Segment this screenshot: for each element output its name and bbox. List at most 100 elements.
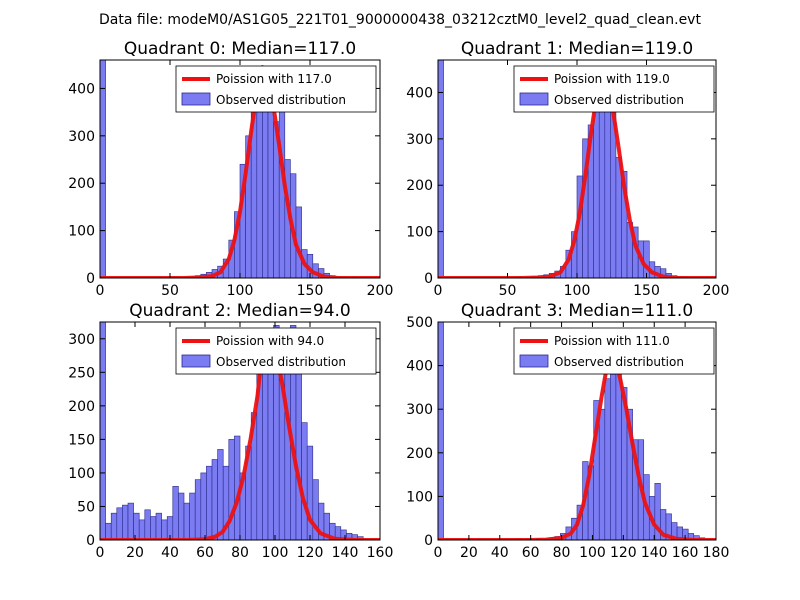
quadrant-3-panel: 0 20 40 60 80 100 120 140 160 1800100200300400500… xyxy=(406,301,729,561)
legend-label-observed: Observed distribution xyxy=(216,355,346,369)
x-tick-label: 160 xyxy=(672,545,699,561)
histogram-bar xyxy=(105,522,112,540)
panel-title: Quadrant 2: Median=94.0 xyxy=(129,301,351,321)
legend-bar-swatch xyxy=(181,354,211,368)
y-tick-label: 50 xyxy=(77,499,95,515)
x-tick-label: 0 xyxy=(434,283,443,299)
y-tick-label: 300 xyxy=(406,132,433,148)
histogram-bar xyxy=(161,519,168,540)
histogram-bar xyxy=(295,358,302,540)
y-tick-label: 100 xyxy=(406,225,433,241)
plot-area xyxy=(438,60,716,278)
panel-title: Quadrant 1: Median=119.0 xyxy=(461,39,693,59)
axes-frame xyxy=(437,321,717,541)
x-tick-label: 60 xyxy=(196,545,214,561)
x-tick-label: 140 xyxy=(332,545,359,561)
histogram-bar xyxy=(183,502,190,540)
quadrant-1-panel: 0 50 100 150 200 0 100 200 300 400 Quadrant 1: Med… xyxy=(406,39,729,299)
x-tick-label: 40 xyxy=(161,545,179,561)
histogram-bar xyxy=(133,512,140,540)
legend: Poission with 117.0 Observed distribution xyxy=(175,65,377,113)
y-tick-label: 100 xyxy=(68,224,95,240)
histogram-bar xyxy=(598,408,606,540)
histogram-bar xyxy=(262,365,269,540)
histogram-bar xyxy=(604,378,611,540)
legend-bar-swatch xyxy=(519,92,549,106)
x-tick-label: 80 xyxy=(553,545,571,561)
y-tick-label: 300 xyxy=(406,402,433,418)
legend-label-observed: Observed distribution xyxy=(554,355,684,369)
histogram-bar xyxy=(100,322,106,540)
histogram-bar xyxy=(267,97,274,278)
legend-label-poisson: Poission with 119.0 xyxy=(554,72,670,86)
legend-bar-swatch xyxy=(181,92,211,106)
x-tick-label: 0 xyxy=(96,283,105,299)
histogram-bar xyxy=(610,374,617,540)
histogram-bar xyxy=(144,509,151,540)
x-tick-label: 180 xyxy=(703,545,730,561)
quadrant-2-panel: 0 20 40 60 80 100 120 140 160 0 50 100 150 200 250 300 Q… xyxy=(68,301,393,561)
x-tick-label: 200 xyxy=(703,283,730,299)
histogram-bar xyxy=(598,92,606,278)
y-tick-label: 300 xyxy=(68,129,95,145)
x-tick-label: 100 xyxy=(262,545,289,561)
y-tick-label: 300 xyxy=(68,332,95,348)
y-tick-label: 150 xyxy=(68,432,95,448)
histogram-bar xyxy=(256,88,263,278)
y-tick-label: 500 xyxy=(406,315,433,331)
y-tick-label: 100 xyxy=(68,466,95,482)
x-tick-label: 120 xyxy=(610,545,637,561)
y-tick-label: 200 xyxy=(68,176,95,192)
histogram-bar xyxy=(262,92,269,278)
x-tick-label: 200 xyxy=(367,283,394,299)
x-tick-label: 50 xyxy=(499,283,517,299)
panel-title: Quadrant 3: Median=111.0 xyxy=(461,301,693,321)
histogram-bar xyxy=(301,422,308,540)
x-tick-label: 0 xyxy=(434,545,443,561)
histogram-bar xyxy=(150,516,157,540)
histogram-bar xyxy=(122,504,129,540)
legend: Poission with 111.0 Observed distribution xyxy=(513,327,715,375)
y-tick-label: 0 xyxy=(86,533,95,549)
x-tick-label: 40 xyxy=(491,545,509,561)
legend: Poission with 119.0 Observed distribution xyxy=(513,65,715,113)
x-tick-label: 60 xyxy=(522,545,540,561)
histogram-bar xyxy=(604,96,611,278)
x-tick-label: 120 xyxy=(297,545,324,561)
x-tick-label: 150 xyxy=(633,283,660,299)
legend-label-poisson: Poission with 111.0 xyxy=(554,334,670,348)
x-tick-label: 100 xyxy=(579,545,606,561)
histogram-bar xyxy=(206,465,213,540)
y-tick-label: 200 xyxy=(406,446,433,462)
plot-area xyxy=(100,322,380,540)
legend-label-observed: Observed distribution xyxy=(216,93,346,107)
histogram-bar xyxy=(217,449,224,540)
plot-area xyxy=(100,60,380,278)
quadrant-0-panel: 0 50 100 150 200 0 100 200 300 400 Quadrant 0: Med… xyxy=(68,39,393,299)
histogram-bar xyxy=(178,492,185,540)
y-tick-label: 200 xyxy=(68,399,95,415)
y-tick-label: 250 xyxy=(68,365,95,381)
panel-title: Quadrant 0: Median=117.0 xyxy=(124,39,356,59)
x-tick-label: 0 xyxy=(96,545,105,561)
histogram-bar xyxy=(189,492,196,540)
y-tick-label: 0 xyxy=(424,271,433,287)
histogram-bar xyxy=(116,507,123,540)
x-tick-label: 150 xyxy=(297,283,324,299)
x-tick-label: 20 xyxy=(126,545,144,561)
y-tick-label: 400 xyxy=(68,81,95,97)
legend: Poission with 94.0 Observed distribution xyxy=(175,327,377,375)
histogram-bar xyxy=(138,519,146,540)
histogram-bar xyxy=(127,502,134,540)
histogram-bar xyxy=(438,60,444,278)
y-tick-label: 100 xyxy=(406,489,433,505)
x-tick-label: 20 xyxy=(460,545,478,561)
histogram-bar xyxy=(100,60,106,278)
histogram-bar xyxy=(211,459,218,540)
histogram-bar xyxy=(643,240,650,278)
y-tick-label: 0 xyxy=(86,271,95,287)
y-tick-label: 200 xyxy=(406,178,433,194)
histogram-bar xyxy=(593,110,600,278)
